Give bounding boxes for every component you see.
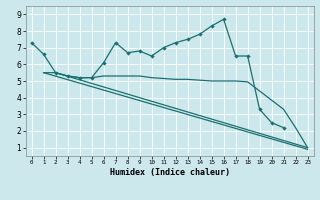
X-axis label: Humidex (Indice chaleur): Humidex (Indice chaleur) bbox=[109, 168, 230, 177]
